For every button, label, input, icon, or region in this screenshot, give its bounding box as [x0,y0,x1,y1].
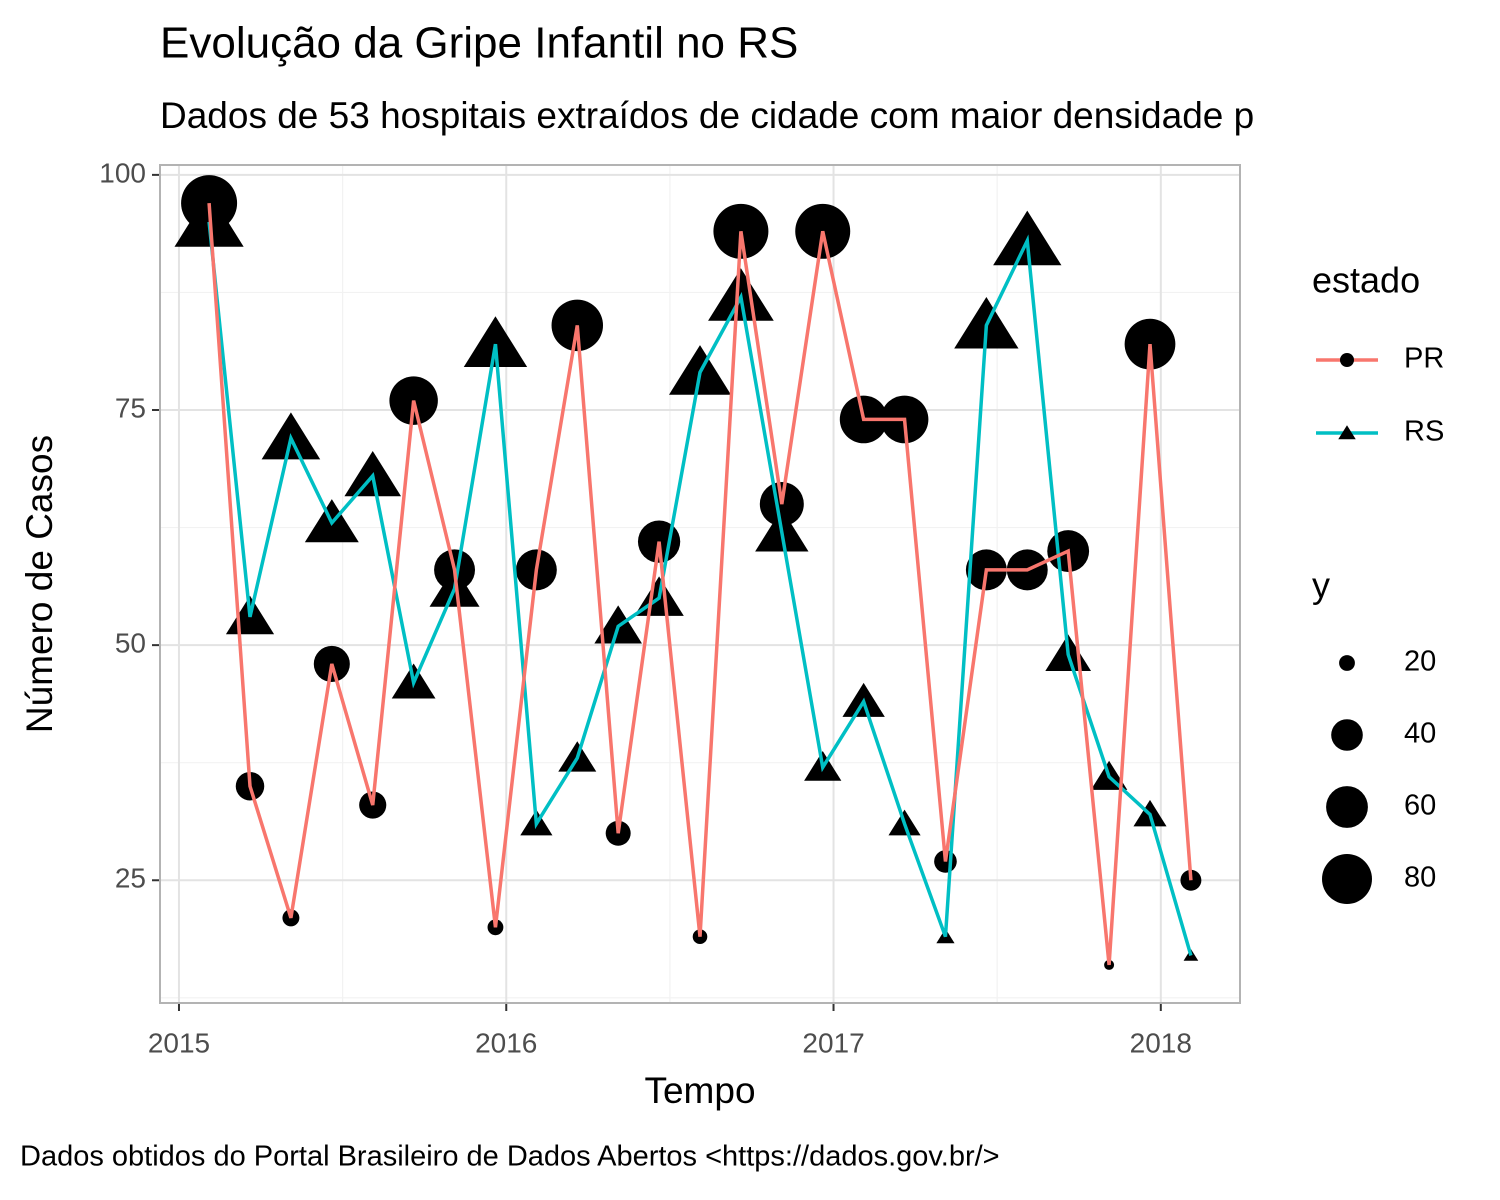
y-tick-label: 100 [99,157,146,188]
x-tick-label: 2017 [802,1027,864,1058]
size-legend-label: 80 [1404,862,1436,894]
size-legend-key [1322,854,1372,904]
caption: Dados obtidos do Portal Brasileiro de Da… [20,1141,1000,1173]
size-legend-key [1339,655,1355,671]
legend-label: RS [1404,416,1444,448]
chart-title: Evolução da Gripe Infantil no RS [160,19,798,68]
x-tick-label: 2016 [475,1027,537,1058]
size-legend-label: 40 [1404,718,1436,750]
legend-label: PR [1404,343,1444,375]
y-tick-label: 25 [115,863,146,894]
plot-border [159,164,1241,1004]
circle-marker [1180,869,1202,891]
y-axis-title: Número de Casos [19,435,60,733]
legend-title: y [1312,565,1330,606]
size-legend-label: 60 [1404,790,1436,822]
x-tick-label: 2015 [148,1027,210,1058]
size-legend-key [1326,786,1368,828]
triangle-marker [463,316,528,367]
y-tick-label: 50 [115,628,146,659]
x-tick-label: 2018 [1130,1027,1192,1058]
legend-marker [1340,353,1354,367]
series-line [207,221,1193,956]
y-tick-label: 75 [115,392,146,423]
legend-marker [1338,425,1356,440]
legend-title: estado [1312,260,1420,301]
x-axis-title: Tempo [644,1070,755,1111]
chart-subtitle: Dados de 53 hospitais extraídos de cidad… [160,95,1254,136]
series-line [207,202,1193,966]
size-legend-key [1331,719,1363,751]
size-legend-label: 20 [1404,646,1436,678]
